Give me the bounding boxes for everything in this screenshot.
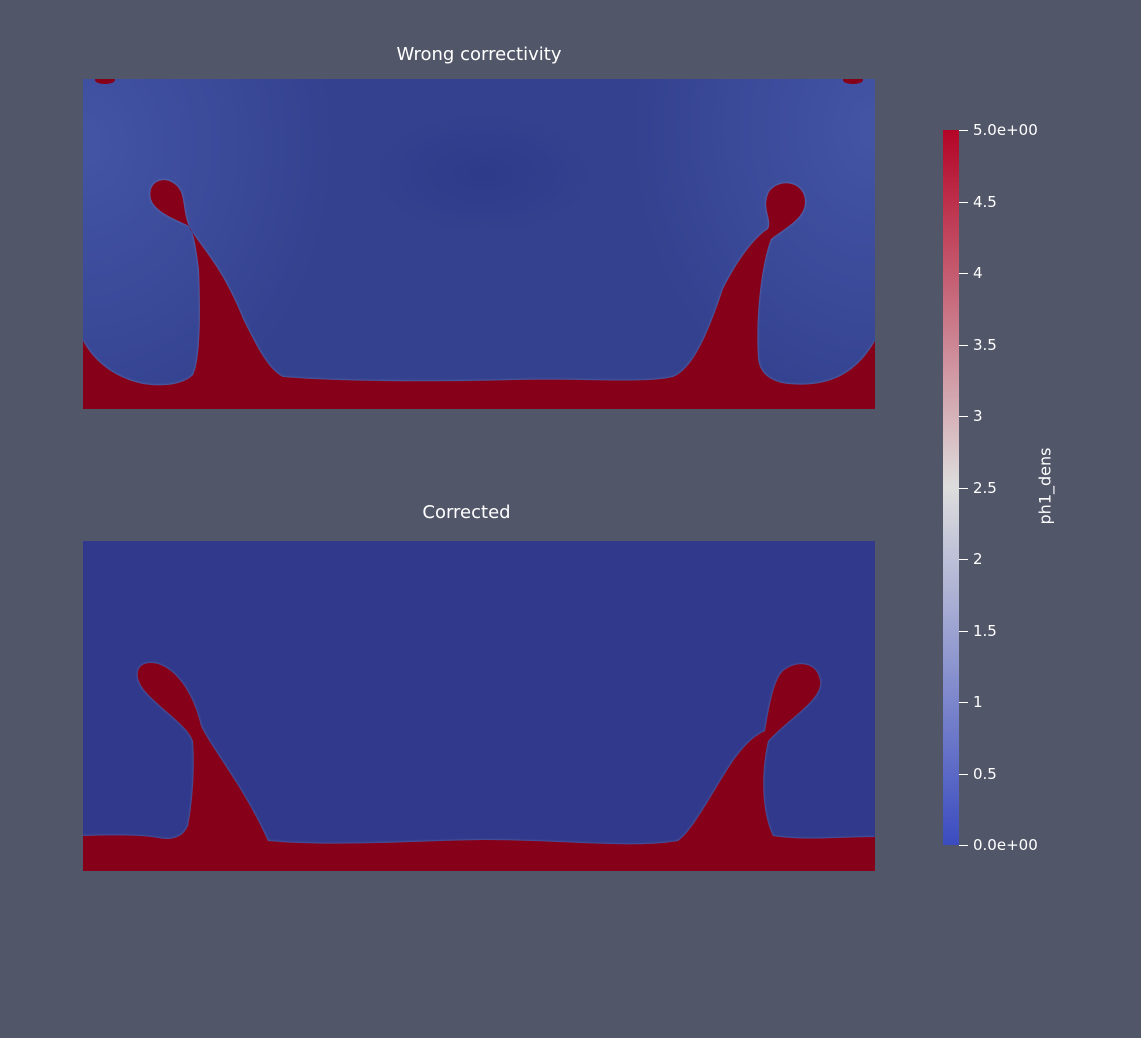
colorbar-tick-label: 1 xyxy=(973,693,983,711)
colorbar-tick-label: 4.5 xyxy=(973,193,997,211)
colorbar-tick-label: 1.5 xyxy=(973,622,997,640)
heavy-fluid-interface xyxy=(83,663,875,871)
colorbar-tick-label: 3.5 xyxy=(973,336,997,354)
heavy-fluid-interface xyxy=(83,79,875,409)
colorbar-tick-label: 0.5 xyxy=(973,765,997,783)
colorbar xyxy=(943,130,959,845)
colorbar-tick-label: 0.0e+00 xyxy=(973,836,1038,854)
colorbar-tick-mark xyxy=(959,416,968,417)
colorbar-tick-label: 4 xyxy=(973,264,983,282)
colorbar-tick-label: 2.5 xyxy=(973,479,997,497)
colorbar-tick-mark xyxy=(959,202,968,203)
colorbar-tick-label: 5.0e+00 xyxy=(973,121,1038,139)
colorbar-tick-label: 3 xyxy=(973,407,983,425)
density-plot-corrected xyxy=(83,541,875,871)
density-plot-wrong-correctivity xyxy=(83,79,875,409)
colorbar-tick-mark xyxy=(959,345,968,346)
colorbar-title: ph1_dens xyxy=(1035,447,1055,525)
colorbar-tick-mark xyxy=(959,273,968,274)
colorbar-tick-mark xyxy=(959,845,968,846)
colorbar-tick-mark xyxy=(959,631,968,632)
colorbar-tick-label: 2 xyxy=(973,550,983,568)
center-core xyxy=(373,114,593,234)
colorbar-tick-mark xyxy=(959,559,968,560)
panel-title-wrong-correctivity: Wrong correctivity xyxy=(396,44,562,65)
colorbar-tick-mark xyxy=(959,702,968,703)
colorbar-tick-mark xyxy=(959,488,968,489)
colorbar-tick-mark xyxy=(959,774,968,775)
panel-title-corrected: Corrected xyxy=(422,502,511,523)
colorbar-tick-mark xyxy=(959,130,968,131)
